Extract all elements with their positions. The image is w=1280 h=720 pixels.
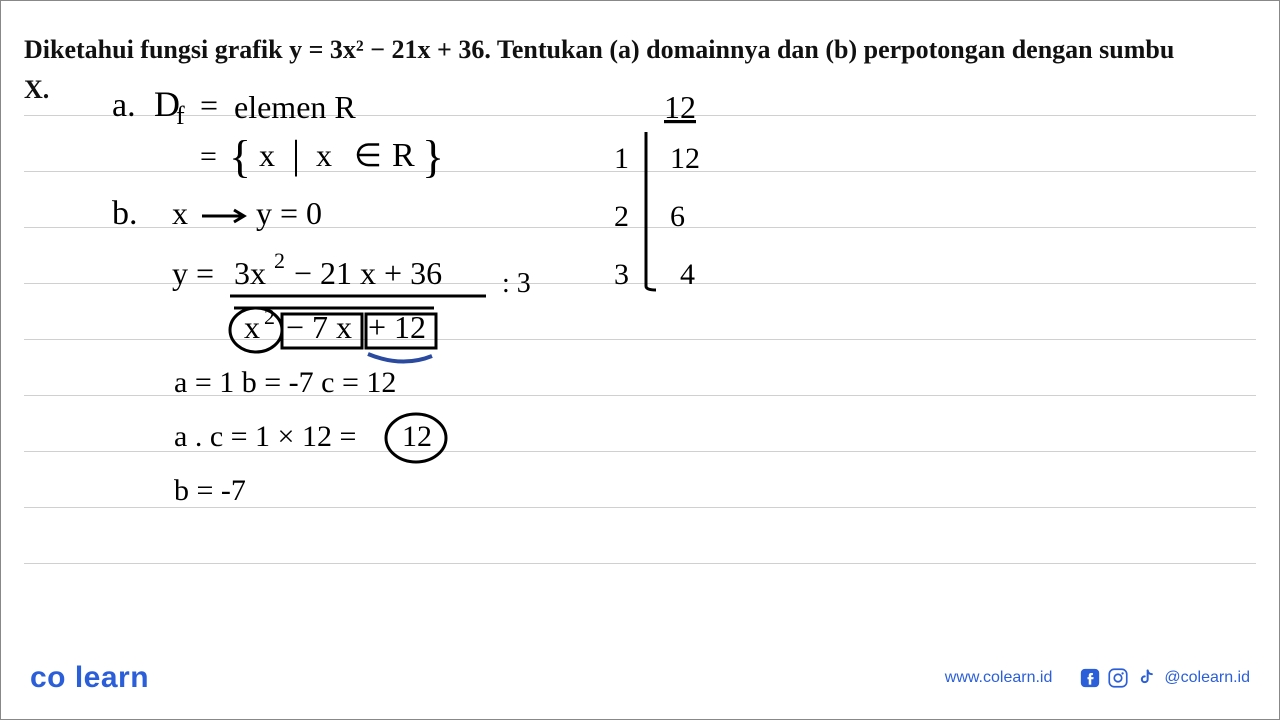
question-text: Diketahui fungsi grafik y = 3x² − 21x + … [24, 30, 1256, 111]
instagram-icon[interactable] [1108, 668, 1128, 688]
question-line1: Diketahui fungsi grafik y = 3x² − 21x + … [24, 35, 1174, 64]
question-line2: X. [24, 75, 49, 104]
facebook-icon[interactable] [1080, 668, 1100, 688]
brand-logo: co learn [30, 661, 149, 695]
footer-url[interactable]: www.colearn.id [945, 669, 1053, 687]
social-group: @colearn.id [1080, 668, 1250, 688]
social-handle[interactable]: @colearn.id [1164, 669, 1250, 687]
tiktok-icon[interactable] [1136, 668, 1156, 688]
footer-right: www.colearn.id @colearn.id [945, 668, 1250, 688]
content-area: Diketahui fungsi grafik y = 3x² − 21x + … [0, 0, 1280, 111]
footer: co learn www.colearn.id @colearn.id [30, 658, 1250, 698]
